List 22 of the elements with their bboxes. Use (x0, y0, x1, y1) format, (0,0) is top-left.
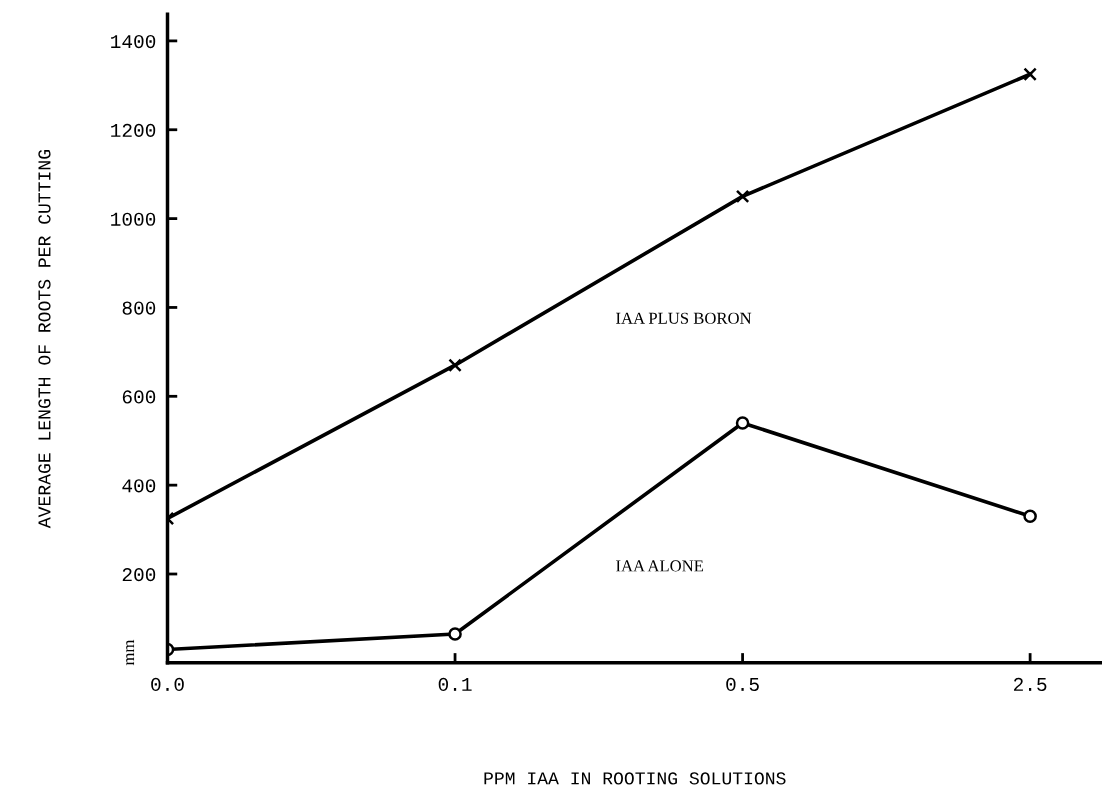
y-tick-label: 1400 (111, 34, 156, 49)
point (1023, 509, 1037, 524)
point (735, 189, 750, 204)
y-tick-label: 800 (122, 301, 156, 315)
point (1023, 67, 1037, 82)
y-tick-label: 1200 (111, 123, 156, 137)
point (735, 416, 750, 430)
x-tick-label: 0.1 (438, 677, 472, 692)
x-axis-title: PPM IAA IN ROOTING SOLUTIONS (484, 772, 786, 785)
text: mm (126, 639, 135, 666)
text: IAA ALONE (616, 560, 704, 572)
y-tick-label: 600 (122, 390, 156, 404)
y-axis-title: AVERAGE LENGTH OF ROOTS PER CUTTING (38, 150, 51, 529)
y-tick-label: 400 (122, 479, 156, 493)
point (448, 627, 462, 641)
x-tick-label: 2.5 (1013, 677, 1047, 692)
x-tick-label: 0.5 (726, 677, 759, 692)
y-tick-label: 1000 (111, 212, 156, 226)
text: IAA PLUS BORON (616, 312, 752, 324)
y-tick-label: 200 (122, 568, 156, 582)
point (448, 358, 462, 373)
x-tick-label: 0.0 (151, 677, 184, 692)
